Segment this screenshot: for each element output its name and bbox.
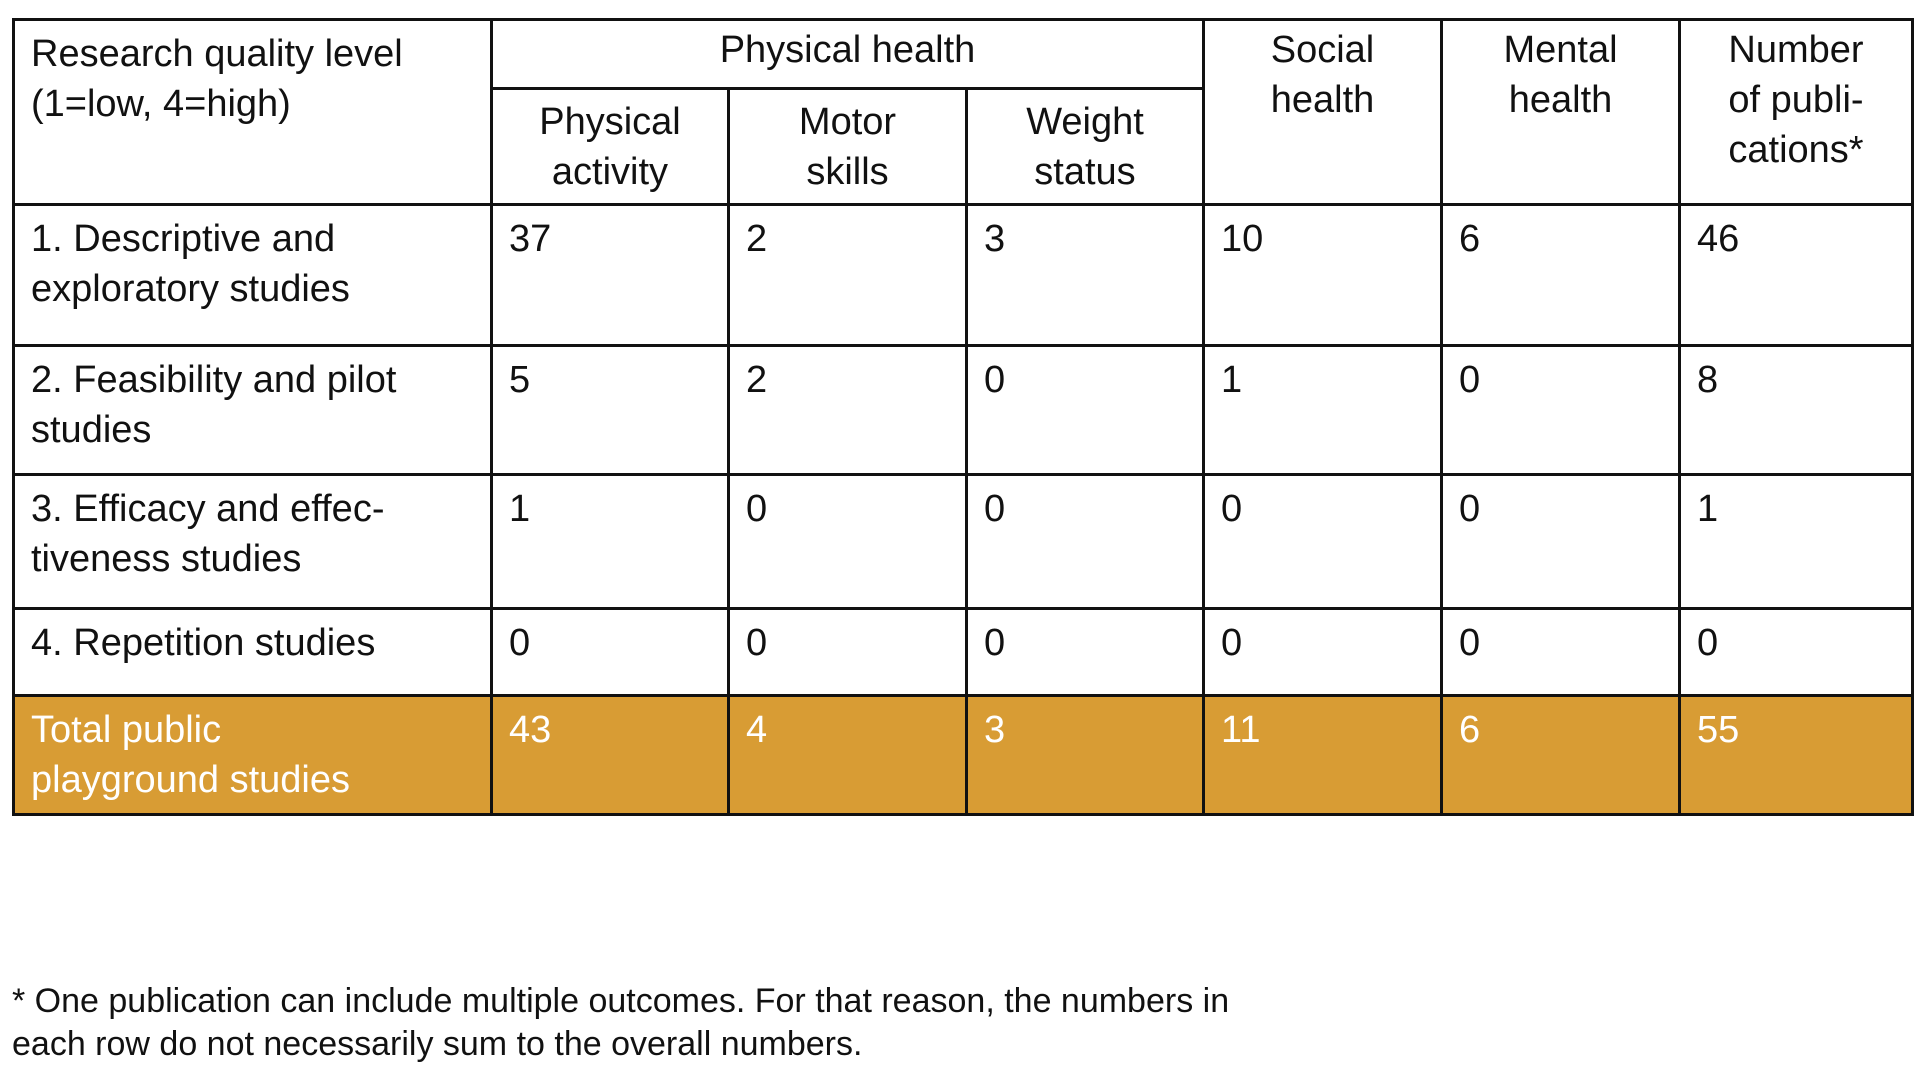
row-label: 3. Efficacy and effec- tiveness studies — [12, 473, 493, 610]
cell-value: 6 — [1440, 694, 1681, 816]
cell-value: 5 — [490, 344, 730, 476]
cell-value: 3 — [965, 694, 1205, 816]
cell-value: 46 — [1678, 203, 1914, 347]
data-row: 1. Descriptive and exploratory studies 37… — [12, 203, 1914, 347]
cell-value: 37 — [490, 203, 730, 347]
column-header: Mental health — [1440, 18, 1681, 206]
column-header: Number of publi- cations* — [1678, 18, 1914, 206]
data-row: 4. Repetition studies 0 0 0 0 0 0 — [12, 607, 1914, 697]
cell-value: 2 — [727, 344, 968, 476]
data-row: 3. Efficacy and effec- tiveness studies 1… — [12, 473, 1914, 610]
cell-value: 1 — [490, 473, 730, 610]
data-row: 2. Feasibility and pilot studies 5 2 0 1 0 8 — [12, 344, 1914, 476]
cell-value: 0 — [727, 473, 968, 610]
cell-value: 1 — [1678, 473, 1914, 610]
header-row: Research quality level (1=low, 4=high) Ph… — [12, 18, 1914, 206]
table-body: Research quality level (1=low, 4=high) Ph… — [12, 18, 1914, 816]
column-header: Weight status — [965, 87, 1205, 206]
cell-value: 4 — [727, 694, 968, 816]
total-row: Total public playground studies 43 4 3 11 6 55 — [12, 694, 1914, 816]
cell-value: 8 — [1678, 344, 1914, 476]
cell-value: 0 — [490, 607, 730, 697]
cell-value: 10 — [1202, 203, 1443, 347]
cell-value: 0 — [1440, 607, 1681, 697]
subheader-row: Physical activity Motor skills Weight stat… — [14, 87, 1913, 206]
cell-value: 0 — [1440, 344, 1681, 476]
cell-value: 0 — [965, 473, 1205, 610]
footnote: * One publication can include multiple o… — [12, 982, 1230, 1063]
cell-value: 55 — [1678, 694, 1914, 816]
cell-value: 0 — [727, 607, 968, 697]
cell-value: 0 — [965, 607, 1205, 697]
column-header: Motor skills — [727, 87, 968, 206]
row-header: Research quality level (1=low, 4=high) — [12, 18, 493, 206]
row-label: 2. Feasibility and pilot studies — [12, 344, 493, 476]
cell-value: 0 — [965, 344, 1205, 476]
column-header: Physical activity — [490, 87, 730, 206]
results-table: Research quality level (1=low, 4=high) Ph… — [12, 18, 1914, 816]
group-header: Physical health — [490, 18, 1205, 90]
row-label: 1. Descriptive and exploratory studies — [12, 203, 493, 347]
cell-value: 43 — [490, 694, 730, 816]
cell-value: 2 — [727, 203, 968, 347]
cell-value: 11 — [1202, 694, 1443, 816]
column-header: Social health — [1202, 18, 1443, 206]
cell-value: 3 — [965, 203, 1205, 347]
cell-value: 0 — [1440, 473, 1681, 610]
cell-value: 0 — [1678, 607, 1914, 697]
cell-value: 0 — [1202, 607, 1443, 697]
cell-value: 1 — [1202, 344, 1443, 476]
row-label: 4. Repetition studies — [12, 607, 493, 697]
cell-value: 6 — [1440, 203, 1681, 347]
row-label: Total public playground studies — [12, 694, 493, 816]
cell-value: 0 — [1202, 473, 1443, 610]
